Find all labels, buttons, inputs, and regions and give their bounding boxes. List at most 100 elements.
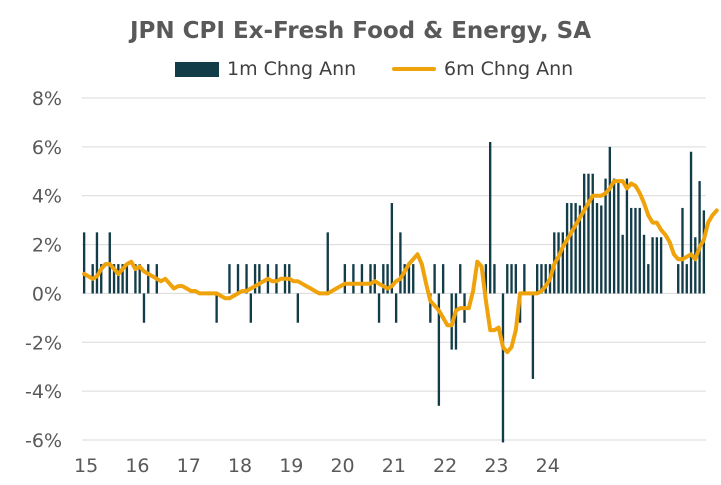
- bar: [343, 264, 347, 294]
- bar: [412, 264, 415, 294]
- bar: [574, 203, 577, 294]
- bar: [236, 264, 240, 294]
- bar: [382, 264, 385, 294]
- legend-item-line: 6m Chng Ann: [392, 58, 573, 80]
- y-tick-label: -6%: [25, 430, 62, 452]
- bar: [258, 264, 261, 294]
- x-tick-label: 16: [125, 455, 149, 477]
- legend-line-swatch: [392, 67, 436, 71]
- bar: [642, 234, 646, 294]
- bar: [437, 293, 441, 406]
- bar: [557, 232, 560, 294]
- bar: [617, 181, 620, 294]
- bar: [651, 237, 654, 294]
- bar: [647, 264, 650, 294]
- bar: [249, 293, 252, 323]
- bar: [608, 146, 612, 294]
- bar: [510, 264, 513, 294]
- bar: [275, 264, 278, 294]
- bar: [612, 178, 616, 294]
- bar: [698, 181, 701, 294]
- x-tick-label: 17: [177, 455, 201, 477]
- bar: [501, 293, 505, 443]
- x-tick-label: 21: [382, 455, 406, 477]
- bar: [253, 264, 257, 294]
- bar: [125, 264, 129, 294]
- x-tick-label: 15: [74, 455, 98, 477]
- bar: [600, 205, 603, 294]
- x-tick-label: 24: [536, 455, 560, 477]
- bar: [536, 264, 539, 294]
- bar: [531, 293, 535, 379]
- legend-label-bars: 1m Chng Ann: [227, 58, 357, 80]
- bar: [112, 264, 116, 294]
- bar: [702, 210, 706, 294]
- bar: [326, 232, 329, 294]
- bar: [681, 207, 684, 294]
- bar: [117, 264, 120, 294]
- grid-layer: [82, 97, 706, 441]
- bar: [484, 264, 488, 294]
- bar: [369, 264, 372, 294]
- y-tick-label: 2%: [32, 235, 62, 257]
- bar: [377, 293, 381, 323]
- x-tick-label: 23: [484, 455, 508, 477]
- bar: [100, 264, 103, 294]
- legend-label-line: 6m Chng Ann: [444, 58, 574, 80]
- bar: [296, 293, 300, 323]
- bar: [544, 264, 547, 294]
- x-tick-label: 19: [279, 455, 303, 477]
- bar: [659, 237, 663, 294]
- bar: [215, 293, 218, 323]
- y-tick-label: 8%: [32, 88, 62, 110]
- bar: [685, 264, 688, 294]
- bar: [506, 264, 509, 294]
- bar: [587, 173, 590, 294]
- bar: [621, 234, 624, 294]
- y-tick-label: 6%: [32, 137, 62, 159]
- bar: [561, 232, 564, 294]
- line-series-path: [82, 179, 719, 355]
- bar: [514, 264, 517, 294]
- chart-title: JPN CPI Ex-Fresh Food & Energy, SA: [129, 18, 592, 44]
- bar: [488, 141, 492, 294]
- legend-item-bars: 1m Chng Ann: [175, 58, 356, 80]
- bar: [493, 264, 496, 294]
- bar: [591, 173, 594, 294]
- bar: [655, 237, 659, 294]
- y-tick-label: -2%: [25, 332, 62, 354]
- bar: [689, 151, 693, 294]
- bar: [433, 264, 436, 294]
- legend-bar-swatch: [175, 61, 219, 77]
- bar: [394, 293, 398, 323]
- bar: [630, 207, 633, 294]
- y-tick-label: 4%: [32, 186, 62, 208]
- bar: [634, 207, 637, 294]
- bar: [570, 203, 573, 294]
- bar: [429, 293, 432, 323]
- bar: [228, 264, 231, 294]
- bar: [677, 264, 680, 294]
- bar: [638, 207, 641, 294]
- bar: [134, 264, 137, 294]
- bar: [399, 232, 402, 294]
- bar: [523, 264, 526, 294]
- bar: [142, 293, 146, 323]
- bar: [459, 264, 462, 294]
- bar: [604, 178, 607, 294]
- bar: [403, 264, 406, 294]
- x-tick-label: 20: [330, 455, 354, 477]
- y-tick-label: 0%: [32, 283, 62, 305]
- bar: [441, 264, 445, 294]
- bar: [245, 264, 248, 294]
- bar: [147, 264, 150, 294]
- bar: [390, 203, 394, 294]
- legend: 1m Chng Ann 6m Chng Ann: [0, 58, 721, 84]
- y-tick-labels: 8% 6% 4% 2% 0% -2% -4% -6%: [25, 88, 62, 452]
- bar: [360, 264, 364, 294]
- bar: [595, 203, 599, 294]
- bar: [121, 264, 124, 294]
- bar: [95, 232, 99, 294]
